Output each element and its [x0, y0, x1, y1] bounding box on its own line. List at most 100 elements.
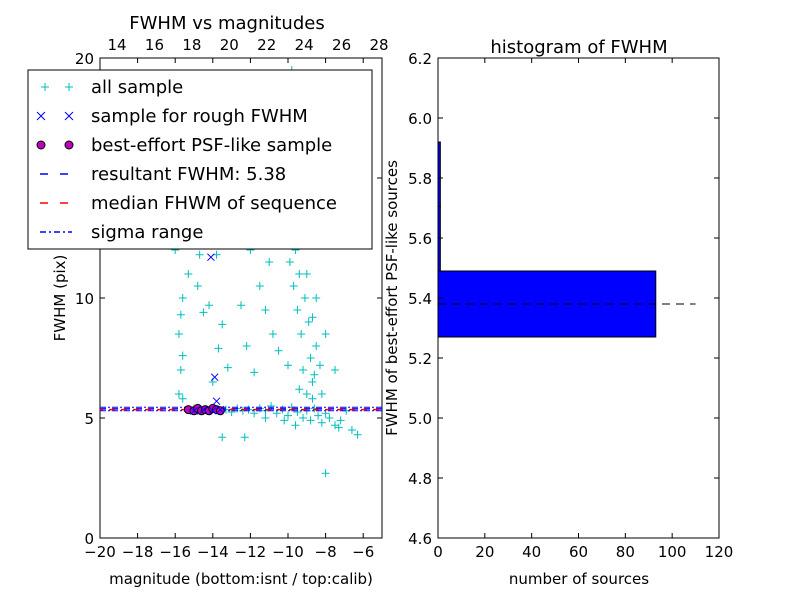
x-tick-label: 100 — [658, 543, 687, 561]
legend-x-icon — [64, 111, 74, 121]
histogram-title: histogram of FWHM — [490, 37, 667, 58]
all-sample-point — [336, 416, 345, 425]
all-sample-point — [242, 342, 251, 350]
x-tick-label: −8 — [315, 543, 337, 561]
all-sample-point — [218, 320, 227, 329]
histogram-ylabel: FWHM of best-effort PSF-like sources — [383, 160, 401, 436]
legend-circle-icon — [36, 140, 46, 150]
all-sample-point — [240, 433, 249, 442]
x-tick-label: 120 — [705, 543, 734, 561]
all-sample-point — [255, 282, 264, 290]
x-tick-label: −12 — [235, 543, 267, 561]
all-sample-point — [299, 414, 308, 422]
legend-plus-icon — [65, 83, 73, 91]
scatter-marks — [100, 66, 382, 478]
all-sample-point — [312, 294, 321, 302]
y-tick-label: 5 — [84, 410, 94, 428]
all-sample-point — [317, 390, 326, 398]
all-sample-point — [308, 313, 317, 322]
all-sample-point — [218, 433, 227, 442]
x-tick-label: 40 — [522, 543, 541, 561]
all-sample-point — [261, 414, 270, 422]
all-sample-point — [293, 306, 302, 314]
all-sample-point — [285, 258, 294, 266]
all-sample-point — [308, 394, 317, 403]
scatter-xlabel: magnitude (bottom:isnt / top:calib) — [109, 570, 373, 588]
all-sample-point — [325, 414, 334, 422]
y-tick-label: 5.8 — [408, 170, 432, 188]
top-x-tick-label: 16 — [145, 36, 164, 54]
all-sample-point — [334, 423, 343, 432]
all-sample-point — [306, 416, 315, 425]
top-x-tick-label: 14 — [107, 36, 126, 54]
y-tick-label: 6.2 — [408, 50, 432, 68]
all-sample-point — [176, 310, 185, 319]
all-sample-point — [268, 330, 277, 338]
all-sample-point — [347, 426, 356, 434]
all-sample-point — [291, 421, 300, 430]
x-tick-label: −16 — [159, 543, 191, 561]
rough-sample-point — [216, 405, 225, 414]
top-x-tick-label: 24 — [295, 36, 314, 54]
all-sample-point — [174, 330, 183, 338]
all-sample-point — [300, 294, 309, 302]
y-tick-label: 5.6 — [408, 230, 432, 248]
y-tick-label: 5.0 — [408, 410, 432, 428]
legend-x-icon — [36, 111, 46, 121]
all-sample-point — [302, 270, 311, 278]
scatter-panel: FWHM vs magnitudes magnitude (bottom:isn… — [27, 13, 389, 588]
all-sample-point — [174, 390, 183, 398]
y-tick-label: 10 — [75, 290, 94, 308]
all-sample-point — [353, 430, 362, 439]
all-sample-point — [314, 411, 323, 420]
scatter-ylabel: FWHM (pix) — [51, 255, 69, 342]
all-sample-point — [312, 342, 321, 350]
all-sample-point — [280, 416, 289, 425]
all-sample-point — [331, 366, 339, 374]
y-tick-label: 4.8 — [408, 470, 432, 488]
legend-label: median FHWM of sequence — [91, 193, 337, 214]
rough-sample-point — [207, 253, 215, 262]
all-sample-point — [205, 301, 214, 310]
rough-sample-point — [208, 406, 217, 415]
all-sample-point — [297, 330, 306, 338]
top-x-tick-label: 22 — [257, 36, 276, 54]
top-x-tick-label: 18 — [182, 36, 201, 54]
all-sample-point — [261, 306, 270, 314]
all-sample-point — [308, 378, 317, 386]
all-sample-point — [178, 351, 187, 360]
all-sample-point — [184, 270, 193, 278]
x-tick-label: 0 — [433, 543, 443, 561]
y-tick-label: 0 — [84, 530, 94, 548]
all-sample-point — [304, 318, 313, 326]
legend-label: sigma range — [91, 222, 203, 243]
histogram-panel: histogram of FWHM number of sources FWHM… — [383, 37, 733, 588]
histogram-bar — [437, 206, 441, 272]
all-sample-point — [302, 390, 311, 398]
legend-circle-icon — [64, 140, 74, 150]
x-tick-label: −6 — [352, 543, 374, 561]
all-sample-point — [250, 368, 259, 377]
top-x-tick-label: 20 — [220, 36, 239, 54]
y-tick-label: 20 — [75, 50, 94, 68]
y-tick-label: 4.6 — [408, 530, 432, 548]
x-tick-label: −14 — [197, 543, 229, 561]
histogram-bar — [437, 141, 441, 207]
all-sample-point — [193, 282, 202, 290]
legend: all sample sample for rough FWHM best-effo… — [27, 69, 373, 250]
rough-sample-point — [190, 406, 198, 415]
all-sample-point — [321, 330, 330, 338]
rough-sample-point — [210, 373, 219, 382]
all-sample-point — [310, 370, 319, 379]
y-tick-label: 5.2 — [408, 350, 432, 368]
scatter-title: FWHM vs magnitudes — [129, 13, 324, 34]
all-sample-point — [199, 308, 208, 317]
all-sample-point — [295, 270, 304, 278]
all-sample-point — [284, 411, 292, 420]
all-sample-point — [176, 366, 185, 374]
x-tick-label: 60 — [569, 543, 588, 561]
y-tick-label: 5.4 — [408, 290, 432, 308]
legend-plus-icon — [41, 83, 49, 91]
legend-label: sample for rough FWHM — [91, 106, 308, 127]
